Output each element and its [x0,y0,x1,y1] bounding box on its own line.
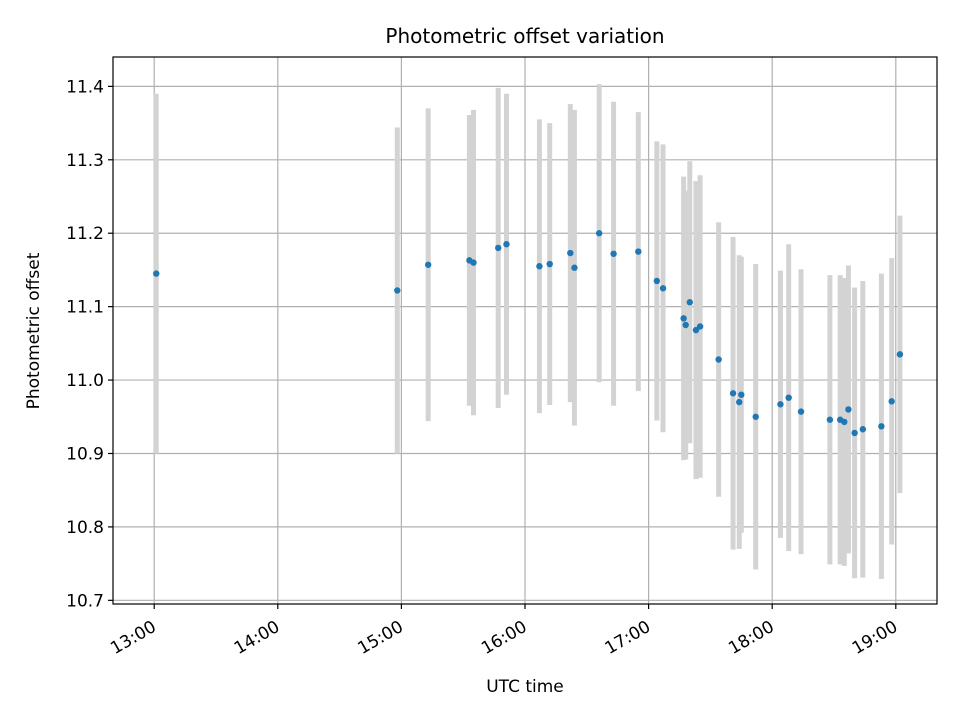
y-tick-label: 10.8 [66,518,104,538]
data-point [729,390,737,397]
data-point [595,230,603,237]
data-point [659,285,667,292]
y-tick-label: 10.7 [66,591,104,611]
y-tick-label: 11.0 [66,371,104,391]
data-point [785,394,792,401]
data-point [495,244,502,252]
data-point [841,418,848,426]
data-point [878,423,885,430]
data-point [888,398,895,405]
data-point [394,287,401,294]
data-point [826,416,834,423]
chart-title: Photometric offset variation [385,24,664,48]
data-point [851,429,858,437]
data-point [536,263,543,270]
data-point [777,401,784,408]
y-tick-label: 11.3 [66,151,104,171]
data-point [470,259,477,266]
data-point [610,250,617,257]
data-point [682,321,689,329]
data-point [546,260,553,268]
data-point [567,249,574,257]
data-point [653,277,661,285]
data-point [797,408,805,415]
x-axis-label: UTC time [486,677,564,697]
data-point [736,398,743,406]
data-point [738,391,745,398]
grid-lines [113,57,937,604]
data-point [715,356,722,363]
data-point [503,241,510,248]
data-point [692,326,700,334]
data-point [635,248,642,255]
y-axis-ticks: 10.7 10.8 10.9 11.0 11.1 11.2 11.3 11.4 [66,77,113,611]
data-point [153,270,160,277]
data-point [696,323,704,330]
y-tick-label: 10.9 [66,444,104,464]
y-axis-label: Photometric offset [24,252,44,409]
data-point [752,413,759,420]
y-tick-label: 11.2 [66,224,104,244]
y-tick-label: 11.4 [66,77,104,97]
data-point [896,351,904,358]
y-tick-label: 11.1 [66,298,104,318]
data-point [571,264,578,271]
data-point [845,406,852,413]
data-point [686,299,693,306]
data-point [680,315,687,322]
data-point [859,426,867,433]
data-markers [153,230,904,437]
data-point [424,261,432,268]
